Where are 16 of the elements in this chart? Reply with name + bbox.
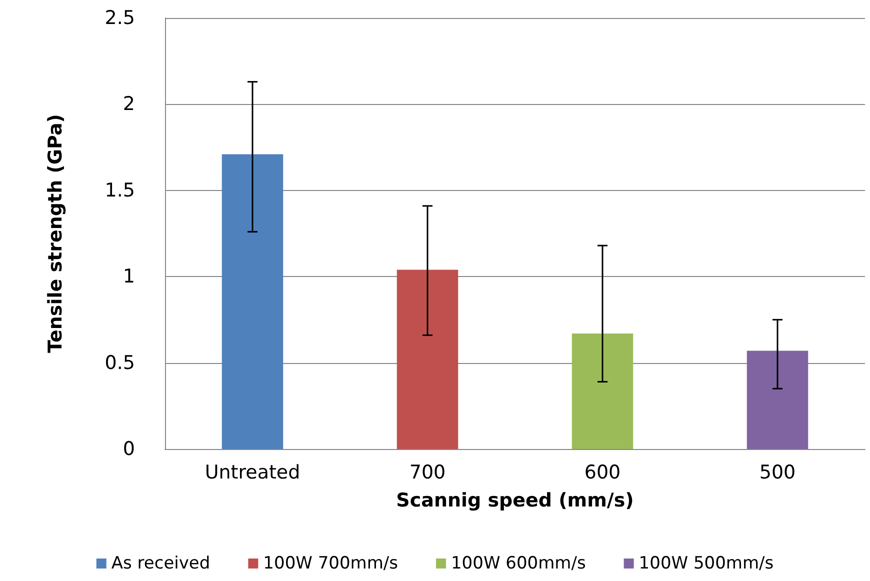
x-tick-label: 500 — [759, 462, 796, 484]
y-tick-label: 0.5 — [104, 352, 135, 374]
legend-label: As received — [111, 554, 210, 574]
legend-label: 100W 700mm/s — [263, 554, 398, 574]
x-tick-label: 600 — [584, 462, 621, 484]
y-tick-label: 2.5 — [104, 7, 135, 29]
legend-label: 100W 500mm/s — [638, 554, 774, 574]
x-tick-label: 700 — [409, 462, 446, 484]
y-tick-label: 1 — [122, 266, 135, 288]
y-axis-title: Tensile strength (GPa) — [44, 114, 66, 353]
legend-label: 100W 600mm/s — [450, 554, 586, 574]
x-axis-title: Scannig speed (mm/s) — [396, 490, 634, 512]
y-tick-label: 1.5 — [104, 179, 135, 202]
x-tick-label: Untreated — [204, 462, 300, 484]
y-tick-label: 0 — [122, 438, 135, 460]
y-tick-label: 2 — [122, 93, 135, 116]
